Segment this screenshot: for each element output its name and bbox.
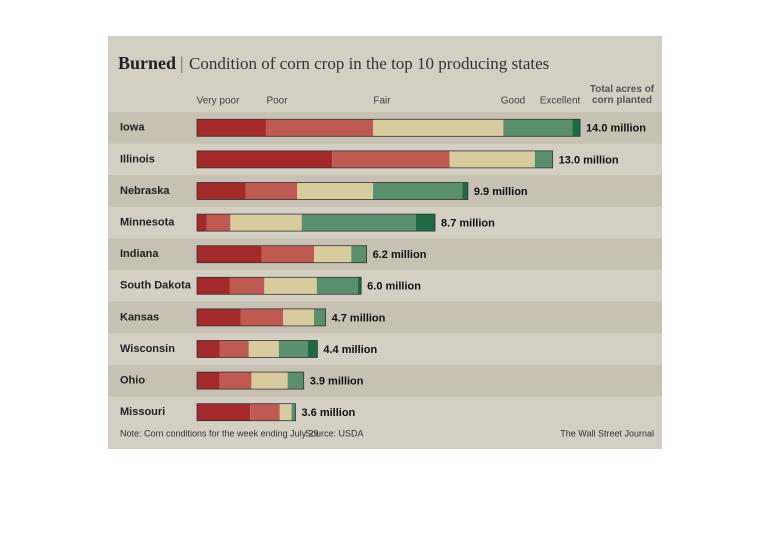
bar-segment	[316, 277, 358, 295]
credit: The Wall Street Journal	[560, 428, 654, 438]
bar-segment	[283, 308, 315, 326]
bar-segment	[314, 245, 352, 263]
bar-segment	[219, 372, 252, 390]
category-label: Illinois	[120, 153, 155, 165]
bar-segment	[197, 119, 266, 137]
legend-label: Good	[501, 96, 525, 107]
bar-segment	[357, 277, 362, 295]
bar-total	[196, 182, 469, 200]
total-heading: Total acres of corn planted	[589, 84, 655, 106]
bar-segment	[229, 277, 265, 295]
bar-total	[196, 371, 305, 390]
category-label: Wisconsin	[120, 343, 175, 355]
bar-segment	[287, 372, 304, 390]
category-label: Missouri	[120, 406, 165, 418]
bar-segment	[351, 245, 367, 263]
legend-label: Excellent	[540, 96, 581, 107]
bar-segment	[248, 340, 279, 358]
total-heading-box: Total acres of corn planted	[589, 84, 655, 106]
bar-segment	[332, 150, 450, 168]
category-label: Indiana	[120, 248, 159, 260]
bar-total	[196, 245, 368, 264]
bar-segment	[197, 403, 251, 421]
total-label: 6.0 million	[367, 281, 421, 293]
total-label: 8.7 million	[441, 218, 495, 230]
category-label: Kansas	[120, 311, 159, 323]
bar-segment	[206, 214, 231, 232]
total-label: 3.6 million	[301, 407, 355, 419]
category-label: Ohio	[120, 375, 145, 387]
bar-segment	[307, 340, 318, 358]
bar-segment	[373, 119, 504, 137]
bar-segment	[197, 214, 207, 232]
bar-segment	[240, 308, 284, 326]
bar-segment	[314, 308, 326, 326]
bar-total	[196, 403, 296, 422]
legend-label: Poor	[266, 96, 288, 107]
category-label: South Dakota	[120, 280, 192, 292]
bar-segment	[572, 119, 581, 137]
bar-segment	[449, 150, 535, 168]
bar-segment	[250, 403, 280, 421]
source: Source: USDA	[305, 428, 364, 438]
total-label: 9.9 million	[474, 186, 528, 198]
bar-segment	[197, 372, 220, 390]
total-label: 4.7 million	[332, 312, 386, 324]
note: Note: Corn conditions for the week endin…	[120, 428, 319, 438]
bar-segment	[373, 182, 463, 200]
bar-segment	[197, 340, 220, 358]
bar-segment	[291, 403, 296, 421]
bar-segment	[278, 340, 308, 358]
chart-subtitle: Condition of corn crop in the top 10 pro…	[189, 54, 549, 73]
separator: |	[180, 53, 184, 73]
bar-total	[196, 276, 362, 295]
bar-segment	[462, 182, 468, 200]
bar-total	[196, 213, 436, 232]
bar-total	[196, 340, 318, 358]
total-label: 14.0 million	[586, 123, 646, 135]
bar-segment	[245, 182, 298, 200]
total-label: 6.2 million	[373, 249, 427, 261]
bar-segment	[297, 182, 374, 200]
bar-total	[196, 150, 554, 169]
category-label: Minnesota	[120, 217, 175, 229]
bar-segment	[197, 150, 333, 168]
bar-segment	[197, 308, 241, 326]
bar-segment	[503, 119, 573, 137]
legend-label: Very poor	[197, 96, 240, 107]
legend-label: Fair	[373, 96, 391, 107]
category-label: Iowa	[120, 122, 145, 134]
bar-segment	[261, 245, 315, 263]
row-band	[108, 364, 662, 397]
bar-segment	[415, 214, 436, 232]
total-label: 4.4 million	[323, 344, 377, 356]
bar-segment	[301, 214, 416, 232]
bar-segment	[197, 245, 262, 263]
chart-title: Burned	[118, 53, 176, 73]
category-label: Nebraska	[120, 185, 170, 197]
bar-segment	[230, 214, 302, 232]
bar-total	[196, 308, 326, 327]
total-label: 3.9 million	[310, 376, 364, 388]
bar-segment	[534, 150, 553, 168]
bar-segment	[251, 372, 288, 390]
bar-segment	[197, 182, 246, 200]
bar-segment	[197, 277, 230, 295]
bar-segment	[219, 340, 249, 358]
bar-segment	[264, 277, 317, 295]
bar-segment	[279, 403, 292, 421]
bar-segment	[265, 119, 374, 137]
bar-total	[196, 118, 581, 137]
total-label: 13.0 million	[559, 154, 619, 166]
